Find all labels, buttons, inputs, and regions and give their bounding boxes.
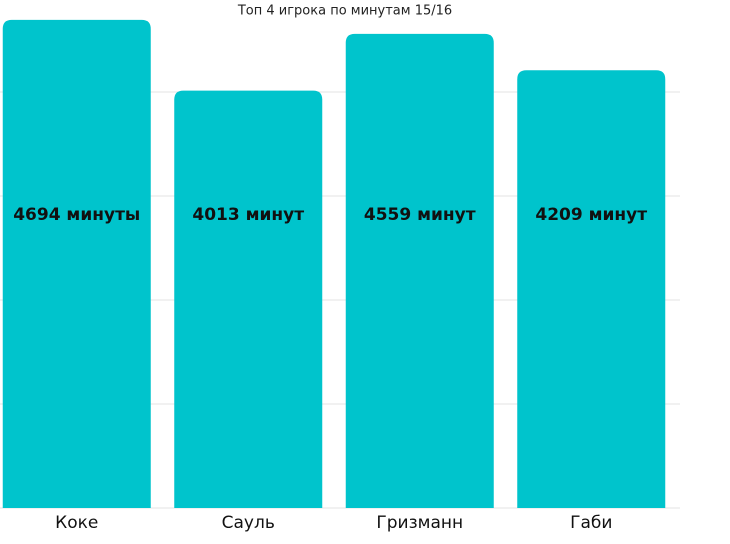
x-tick-label: Коке <box>55 513 98 533</box>
x-tick-label: Габи <box>570 513 612 533</box>
x-tick-label: Сауль <box>222 513 275 533</box>
x-tick-label: Гризманн <box>376 513 463 533</box>
bar <box>174 90 323 509</box>
value-label: 4694 минуты <box>13 205 140 225</box>
value-label: 4209 минут <box>535 205 647 225</box>
value-label: 4013 минут <box>192 205 304 225</box>
bar <box>345 33 494 508</box>
chart-title: Топ 4 игрока по минутам 15/16 <box>237 4 452 19</box>
bar <box>2 19 151 509</box>
value-label: 4559 минут <box>364 205 476 225</box>
bar <box>517 70 666 508</box>
